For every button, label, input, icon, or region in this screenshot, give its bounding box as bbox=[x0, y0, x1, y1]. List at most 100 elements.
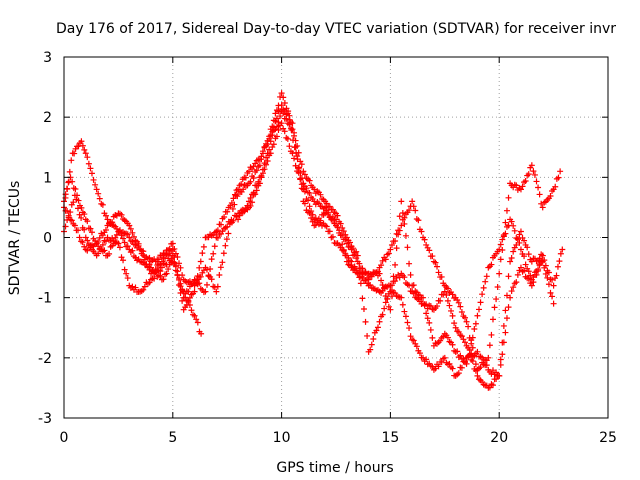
data-point bbox=[148, 270, 155, 277]
data-point-interp bbox=[482, 278, 489, 285]
data-point-interp bbox=[81, 226, 88, 233]
data-point-interp bbox=[78, 214, 85, 221]
data-point bbox=[169, 240, 176, 247]
data-point-interp bbox=[545, 281, 552, 288]
data-point-interp bbox=[438, 273, 445, 280]
data-point-interp bbox=[253, 167, 260, 174]
data-point-interp bbox=[502, 219, 509, 226]
data-point bbox=[180, 294, 187, 301]
data-point-interp bbox=[261, 160, 268, 167]
x-axis-label: GPS time / hours bbox=[276, 460, 393, 476]
data-point-interp bbox=[406, 207, 413, 214]
data-point-interp bbox=[337, 220, 344, 227]
data-point-interp bbox=[205, 272, 212, 279]
data-point-interp bbox=[521, 267, 528, 274]
data-point-interp bbox=[270, 124, 277, 131]
data-point-interp bbox=[522, 261, 529, 268]
data-point-interp bbox=[87, 165, 94, 172]
data-point-interp bbox=[429, 363, 436, 370]
data-point bbox=[267, 132, 274, 139]
data-point-interp bbox=[334, 212, 341, 219]
data-point-interp bbox=[503, 207, 510, 214]
data-point-interp bbox=[475, 306, 482, 313]
data-point-interp bbox=[412, 207, 419, 214]
data-point-interp bbox=[502, 307, 509, 314]
data-point bbox=[398, 294, 405, 301]
data-point-interp bbox=[68, 157, 75, 164]
data-point bbox=[278, 120, 285, 127]
data-point-interp bbox=[429, 253, 436, 260]
data-point-interp bbox=[174, 271, 181, 278]
data-point-interp bbox=[525, 275, 532, 282]
data-point-interp bbox=[231, 191, 238, 198]
data-point-interp bbox=[489, 367, 496, 374]
data-point-interp bbox=[88, 229, 95, 236]
data-point-interp bbox=[329, 213, 336, 220]
data-point-interp bbox=[199, 250, 206, 257]
data-point-interp bbox=[286, 143, 293, 150]
data-point-interp bbox=[214, 283, 221, 290]
data-point-interp bbox=[384, 295, 391, 302]
data-point-interp bbox=[172, 250, 179, 257]
data-point-interp bbox=[301, 200, 308, 207]
y-axis-label: SDTVAR / TECUs bbox=[7, 181, 23, 296]
data-point-interp bbox=[140, 252, 147, 259]
data-point-interp bbox=[326, 228, 333, 235]
data-point-interp bbox=[141, 283, 148, 290]
data-point-interp bbox=[264, 157, 271, 164]
data-point-interp bbox=[186, 294, 193, 301]
data-point-interp bbox=[263, 154, 270, 161]
data-point-interp bbox=[382, 256, 389, 263]
data-point-interp bbox=[207, 265, 214, 272]
data-point-interp bbox=[401, 214, 408, 221]
data-point bbox=[343, 240, 350, 247]
data-point-interp bbox=[545, 269, 552, 276]
data-point-interp bbox=[557, 250, 564, 257]
data-point-interp bbox=[163, 270, 170, 277]
data-point-interp bbox=[66, 168, 73, 175]
data-point-interp bbox=[514, 271, 521, 278]
data-point-interp bbox=[522, 177, 529, 184]
data-point-interp bbox=[138, 247, 145, 254]
data-point bbox=[169, 246, 176, 253]
data-point-interp bbox=[99, 241, 106, 248]
data-point-interp bbox=[421, 301, 428, 308]
data-point-interp bbox=[281, 128, 288, 135]
data-point-interp bbox=[505, 194, 512, 201]
data-point-interp bbox=[438, 359, 445, 366]
data-point-interp bbox=[346, 239, 353, 246]
data-point-interp bbox=[277, 113, 284, 120]
data-point-interp bbox=[448, 307, 455, 314]
data-point-interp bbox=[549, 293, 556, 300]
data-point-interp bbox=[193, 280, 200, 287]
data-point bbox=[496, 246, 503, 253]
data-point-interp bbox=[84, 218, 91, 225]
data-point-interp bbox=[116, 244, 123, 251]
data-point-interp bbox=[493, 369, 500, 376]
data-point-interp bbox=[535, 184, 542, 191]
data-point-interp bbox=[79, 239, 86, 246]
data-point-interp bbox=[188, 307, 195, 314]
y-tick-label: -3 bbox=[38, 411, 52, 427]
data-point-interp bbox=[168, 255, 175, 262]
data-point-interp bbox=[102, 212, 109, 219]
data-point-interp bbox=[483, 362, 490, 369]
series-3 bbox=[61, 102, 557, 367]
data-point-interp bbox=[516, 231, 523, 238]
data-point-interp bbox=[229, 205, 236, 212]
data-point-interp bbox=[140, 286, 147, 293]
data-point-interp bbox=[163, 261, 170, 268]
data-point-interp bbox=[301, 188, 308, 195]
data-point-interp bbox=[508, 218, 515, 225]
data-point-interp bbox=[502, 230, 509, 237]
data-point-interp bbox=[542, 270, 549, 277]
data-point-interp bbox=[200, 243, 207, 250]
data-point-interp bbox=[141, 256, 148, 263]
data-point-interp bbox=[306, 177, 313, 184]
data-point-interp bbox=[388, 241, 395, 248]
data-point-interp bbox=[538, 200, 545, 207]
data-point-interp bbox=[472, 361, 479, 368]
data-point-interp bbox=[547, 193, 554, 200]
data-point-interp bbox=[193, 316, 200, 323]
